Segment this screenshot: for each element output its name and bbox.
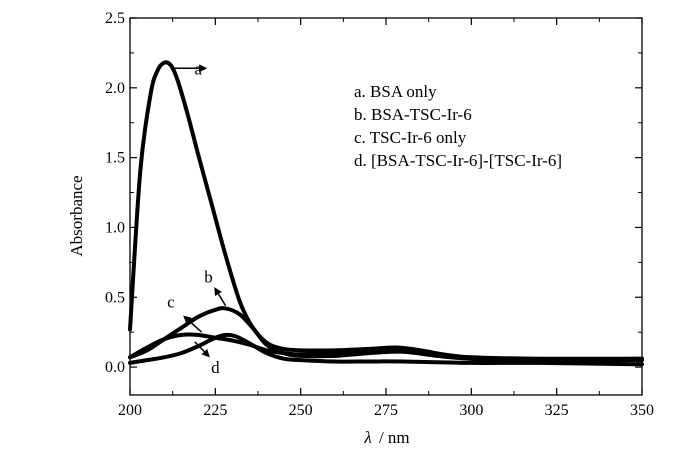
curve-label-c: c (167, 292, 175, 311)
x-tick-label: 275 (374, 402, 398, 419)
legend-entry: d. [BSA-TSC-Ir-6]-[TSC-Ir-6] (354, 151, 562, 170)
legend-entry: a. BSA only (354, 82, 437, 101)
plot-frame (129, 17, 643, 396)
legend: a. BSA only b. BSA-TSC-Ir-6 c. TSC-Ir-6 on… (354, 82, 562, 170)
y-tick-label: 2.0 (105, 80, 125, 97)
legend-entry: c. TSC-Ir-6 only (354, 128, 467, 147)
legend-entry: b. BSA-TSC-Ir-6 (354, 105, 472, 124)
curve-label-d: d (211, 358, 220, 377)
y-tick-label: 1.0 (105, 219, 125, 236)
series-line-c (128, 332, 644, 361)
x-axis-label: λ / nm (363, 428, 409, 447)
series-line-d (128, 332, 644, 367)
series-lines (128, 60, 644, 367)
x-tick-label: 300 (459, 402, 483, 419)
curve-label-arrow-b (214, 287, 227, 307)
y-tick-label: 2.5 (105, 10, 125, 27)
x-tick-label: 350 (630, 402, 654, 419)
x-tick-label: 200 (118, 402, 142, 419)
x-axis-label-symbol: λ (363, 428, 371, 447)
series-line-b (128, 306, 644, 363)
axes: 200 225 250 275 300 325 350 0.0 0.5 1.0 1.5 2.0 2.5 (105, 10, 654, 419)
y-tick-label: 1.5 (105, 150, 125, 167)
y-axis-label: Absorbance (67, 175, 86, 256)
curve-label-b: b (204, 267, 213, 286)
x-tick-label: 225 (203, 402, 227, 419)
y-tick-label: 0.0 (105, 359, 125, 376)
x-axis-label-unit: / nm (379, 428, 410, 447)
curve-labels: a b c d (167, 59, 227, 377)
y-tick-label: 0.5 (105, 289, 125, 306)
x-tick-label: 250 (289, 402, 313, 419)
curve-label-a: a (194, 59, 202, 78)
x-tick-label: 325 (545, 402, 569, 419)
curve-label-arrow-d (194, 341, 210, 358)
curve-label-arrow-c (183, 315, 203, 333)
